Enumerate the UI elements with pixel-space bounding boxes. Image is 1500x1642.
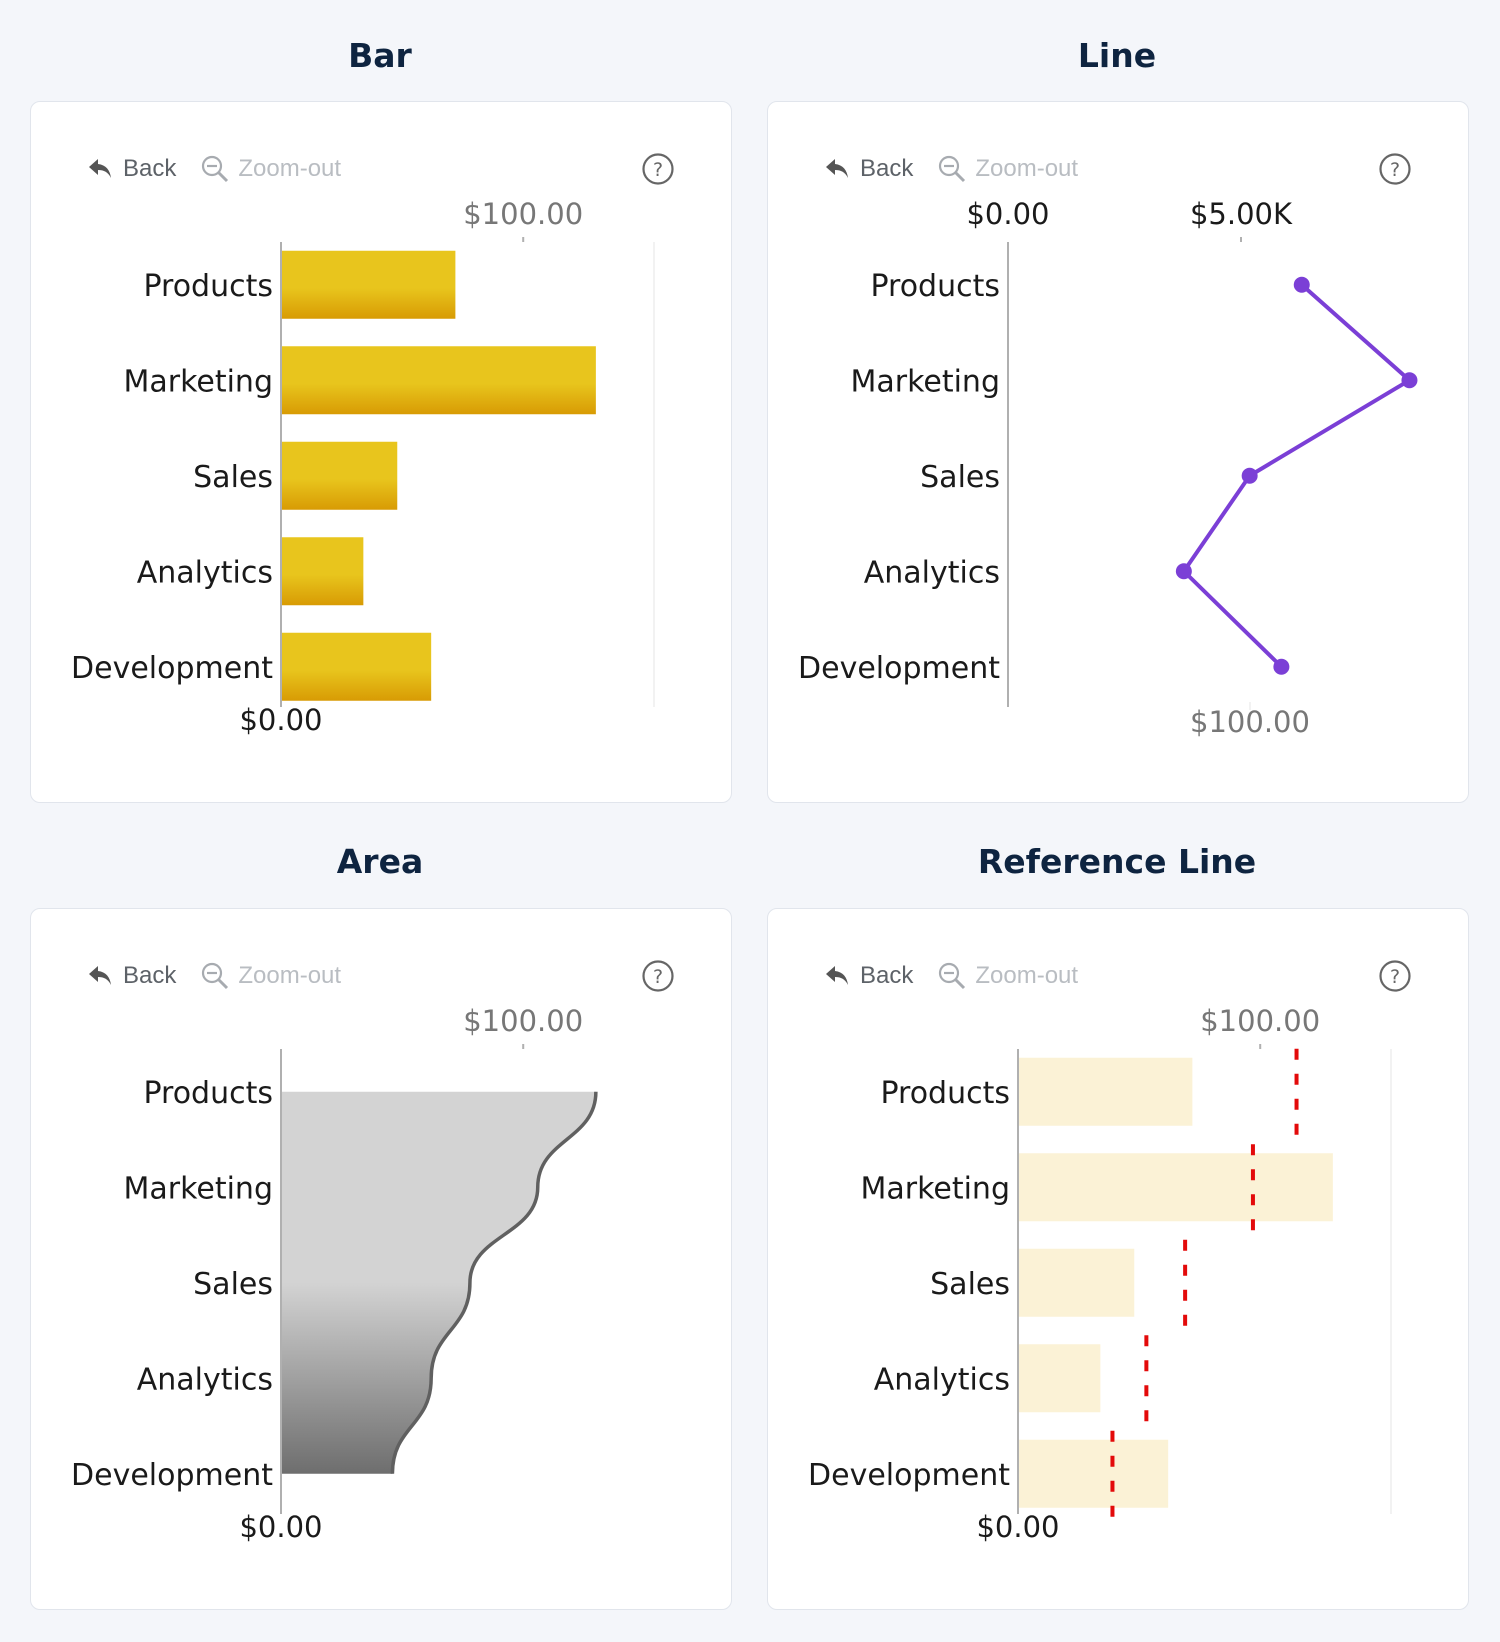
area-edge — [390, 1091, 598, 1474]
point-marketing[interactable] — [1401, 372, 1418, 389]
bar-products[interactable] — [1019, 1057, 1193, 1126]
tick-label-top: $0.00 — [966, 197, 1049, 231]
back-button[interactable]: Back — [824, 155, 913, 183]
zoom-out-button[interactable]: Zoom-out — [200, 961, 341, 991]
chart-toolbar: Back Zoom-out — [824, 152, 1102, 186]
tick-label-top: $100.00 — [463, 197, 583, 231]
bar-marketing[interactable] — [1019, 1153, 1333, 1222]
panel-title-area: Area — [336, 842, 424, 881]
bar-marketing[interactable] — [282, 346, 596, 415]
category-label: Marketing — [850, 364, 1000, 399]
tick-label-bottom: $0.00 — [239, 703, 322, 737]
svg-text:?: ? — [1390, 966, 1400, 988]
category-label: Analytics — [137, 555, 273, 590]
category-label: Marketing — [860, 1171, 1010, 1206]
back-label: Back — [123, 155, 177, 182]
chart-plot: Products Marketing Sales Analytics Developme… — [71, 197, 655, 737]
zoom-out-icon — [939, 962, 966, 990]
help-icon: ? — [1379, 960, 1411, 992]
back-arrow-icon — [826, 159, 848, 178]
svg-text:?: ? — [1390, 159, 1400, 181]
back-button[interactable]: Back — [87, 962, 176, 990]
svg-text:?: ? — [653, 159, 663, 181]
category-label: Development — [71, 1458, 273, 1493]
back-label: Back — [123, 962, 177, 989]
help-icon: ? — [642, 153, 674, 185]
category-label: Products — [880, 1076, 1010, 1111]
panel-title-line: Line — [1077, 36, 1157, 75]
area-chart-card: Back Zoom-out? Products Marketing Sales Analy… — [30, 908, 732, 1610]
zoom-out-label: Zoom-out — [975, 962, 1079, 989]
tick-label-top: $100.00 — [1200, 1004, 1320, 1038]
back-button[interactable]: Back — [824, 962, 913, 990]
bar-development[interactable] — [282, 632, 432, 701]
bar-analytics[interactable] — [1019, 1344, 1101, 1413]
back-arrow-icon — [826, 966, 848, 985]
tick-label-bottom: $0.00 — [239, 1510, 322, 1544]
back-arrow-icon — [89, 966, 111, 985]
zoom-out-label: Zoom-out — [238, 155, 342, 182]
bar-development[interactable] — [1019, 1439, 1169, 1508]
bar-chart-card: Back Zoom-out? Products Marketing Sales Analy… — [30, 101, 732, 803]
zoom-out-icon — [939, 155, 966, 183]
point-analytics[interactable] — [1175, 563, 1192, 580]
back-button[interactable]: Back — [87, 155, 176, 183]
bar-analytics[interactable] — [282, 537, 364, 606]
back-label: Back — [860, 155, 914, 182]
category-label: Analytics — [874, 1362, 1010, 1397]
bar-sales[interactable] — [1019, 1248, 1135, 1317]
chart-plot: Products Marketing Sales Analytics Developme… — [71, 1004, 598, 1544]
line-chart-card: Back Zoom-out? Products Marketing Sales Analy… — [767, 101, 1469, 803]
point-development[interactable] — [1273, 658, 1290, 675]
help-button[interactable]: ? — [1378, 959, 1412, 993]
help-button[interactable]: ? — [641, 152, 675, 186]
category-label: Products — [870, 269, 1000, 304]
bar-products[interactable] — [282, 250, 456, 319]
category-label: Sales — [930, 1267, 1010, 1302]
zoom-out-label: Zoom-out — [975, 155, 1079, 182]
tick-label-top: $100.00 — [463, 1004, 583, 1038]
chart-plot: Products Marketing Sales Analytics Developme… — [808, 1004, 1392, 1544]
chart-toolbar: Back Zoom-out — [87, 152, 365, 186]
panel-title-bar: Bar — [348, 36, 412, 75]
category-label: Development — [798, 651, 1000, 686]
zoom-out-button[interactable]: Zoom-out — [937, 154, 1078, 184]
category-label: Development — [808, 1458, 1010, 1493]
tick-label-bottom: $100.00 — [1190, 705, 1310, 739]
svg-text:?: ? — [653, 966, 663, 988]
panel-title-reference-line: Reference Line — [977, 842, 1257, 881]
category-label: Products — [143, 1076, 273, 1111]
help-button[interactable]: ? — [1378, 152, 1412, 186]
reference-line-chart-card: Back Zoom-out? Products Marketing Sales Analy… — [767, 908, 1469, 1610]
tick-label-bottom: $0.00 — [976, 1510, 1059, 1544]
chart-toolbar: Back Zoom-out — [824, 959, 1102, 993]
category-label: Sales — [193, 1267, 273, 1302]
zoom-out-button[interactable]: Zoom-out — [937, 961, 1078, 991]
category-label: Development — [71, 651, 273, 686]
bar-sales[interactable] — [282, 441, 398, 510]
line-series — [1181, 283, 1412, 669]
back-label: Back — [860, 962, 914, 989]
help-button[interactable]: ? — [641, 959, 675, 993]
back-arrow-icon — [89, 159, 111, 178]
point-products[interactable] — [1293, 276, 1310, 293]
zoom-out-icon — [202, 155, 229, 183]
zoom-out-icon — [202, 962, 229, 990]
point-sales[interactable] — [1241, 467, 1258, 484]
category-label: Marketing — [123, 364, 273, 399]
category-label: Products — [143, 269, 273, 304]
help-icon: ? — [642, 960, 674, 992]
category-label: Analytics — [864, 555, 1000, 590]
category-label: Sales — [193, 460, 273, 495]
zoom-out-button[interactable]: Zoom-out — [200, 154, 341, 184]
area-fill[interactable] — [282, 1091, 596, 1474]
category-label: Marketing — [123, 1171, 273, 1206]
tick-label-top: $5.00K — [1190, 197, 1293, 231]
category-label: Analytics — [137, 1362, 273, 1397]
category-label: Sales — [920, 460, 1000, 495]
chart-toolbar: Back Zoom-out — [87, 959, 365, 993]
zoom-out-label: Zoom-out — [238, 962, 342, 989]
help-icon: ? — [1379, 153, 1411, 185]
chart-plot: Products Marketing Sales Analytics Developme… — [798, 197, 1418, 739]
